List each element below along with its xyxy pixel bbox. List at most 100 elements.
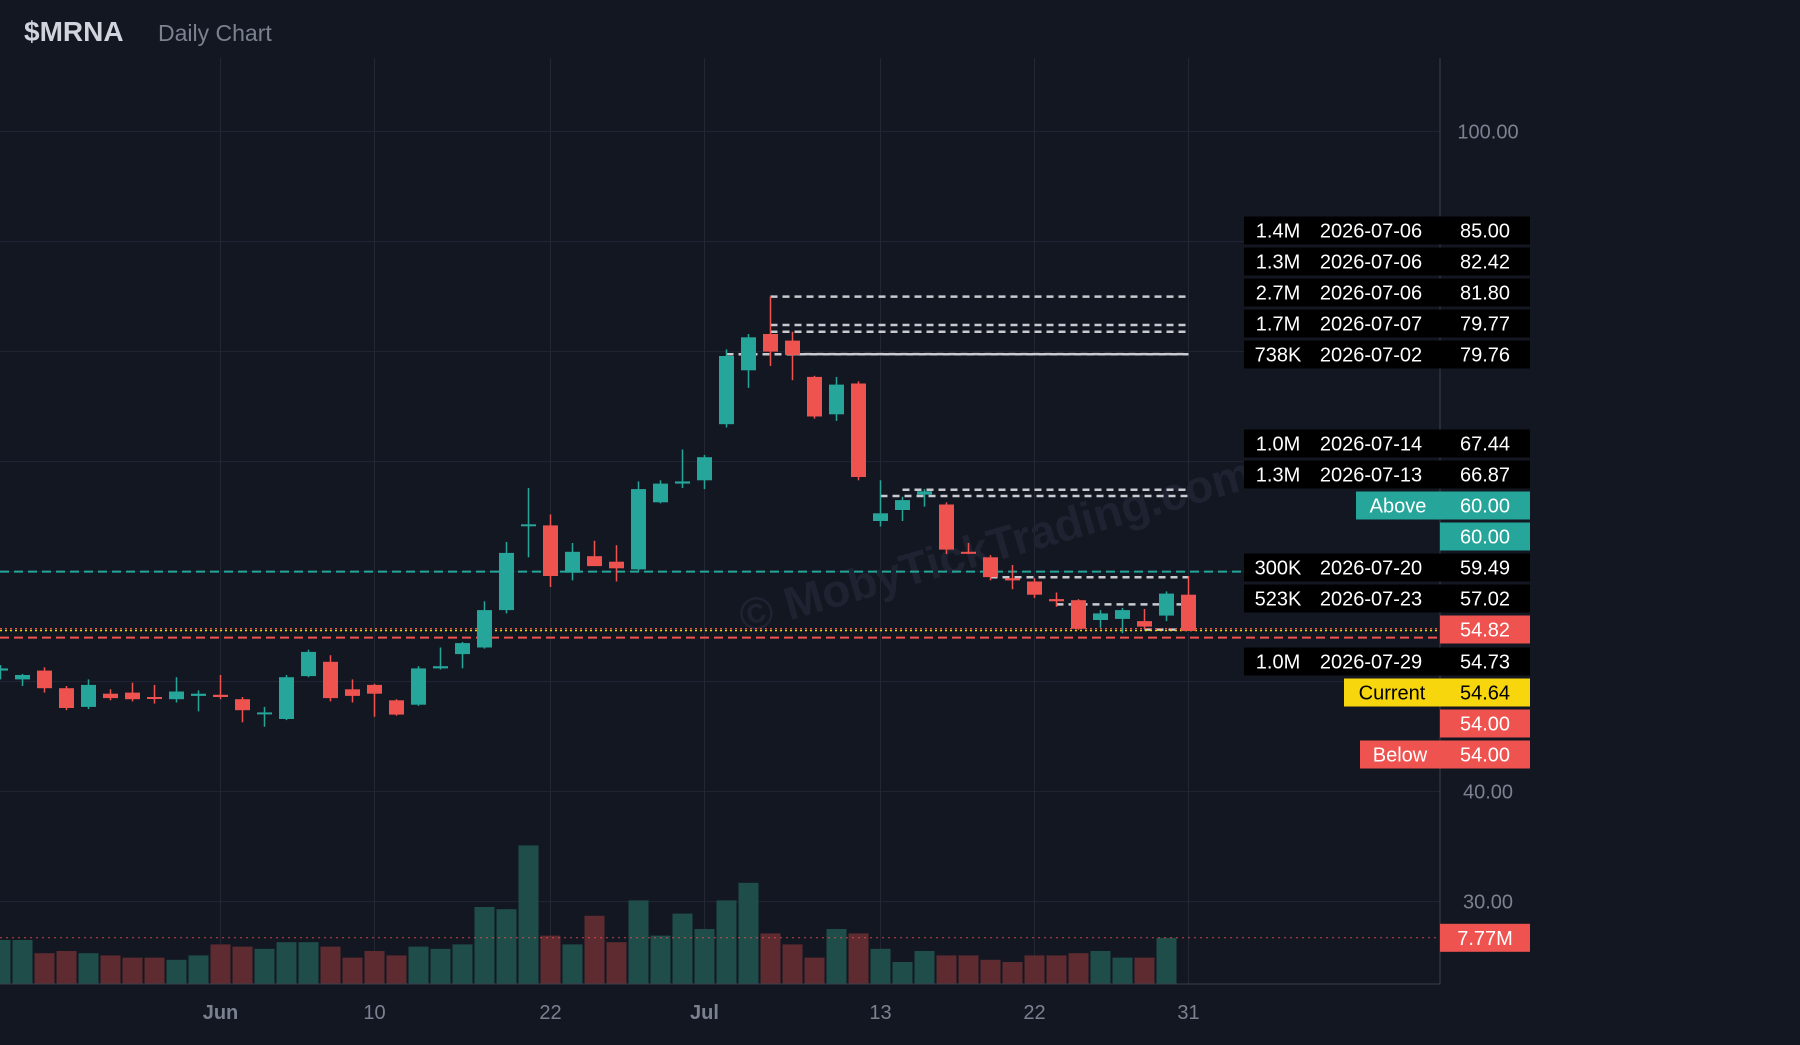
candle-body (851, 383, 866, 477)
level-price-bg (1440, 216, 1530, 245)
current-price-bg (1440, 678, 1530, 707)
candle-body (653, 483, 668, 503)
axis-labels: Jun 10 22 Jul 13 22 31 100.00 40.00 30.00 (203, 122, 1519, 1024)
volume-bar (826, 929, 847, 984)
candle-body (1137, 621, 1152, 627)
candle-body (675, 481, 690, 484)
volume-bar (958, 955, 979, 984)
volume-bar (342, 957, 363, 984)
candle-body (147, 697, 162, 699)
candle-body (499, 552, 514, 611)
x-tick-label: 10 (363, 1002, 385, 1024)
below-price-2-bg (1440, 709, 1530, 738)
volume-bar (496, 909, 517, 984)
level-date: 2026-07-02 (1320, 345, 1422, 367)
level-date: 2026-07-13 (1320, 465, 1422, 487)
y-tick-label: 40.00 (1463, 782, 1513, 804)
volume-bar (430, 948, 451, 984)
current-price: 54.64 (1460, 683, 1510, 705)
y-tick-label: 30.00 (1463, 892, 1513, 914)
x-tick-label: 22 (539, 1002, 561, 1024)
volume-bar (386, 955, 407, 984)
level-volume: 1.3M (1256, 465, 1300, 487)
volume-bar (804, 957, 825, 984)
candle-body (1093, 613, 1108, 620)
volume-bar (606, 942, 627, 984)
candle-body (0, 668, 8, 671)
price-labels: 1.4M 2026-07-06 85.00 1.3M 2026-07-06 82.42 2.… (1244, 216, 1530, 952)
volume-bar (1002, 962, 1023, 984)
volume-bar (254, 948, 275, 984)
candle-body (15, 675, 30, 680)
candle-body (1027, 581, 1042, 595)
level-price-bg (1440, 647, 1530, 676)
candle-body (1115, 610, 1130, 619)
level-price-bg (1440, 309, 1530, 338)
level-volume: 738K (1255, 345, 1302, 367)
current-label-bg (1344, 678, 1440, 707)
volume-marker-badge-bg (1440, 923, 1530, 952)
candle-body (521, 524, 536, 527)
level-price: 79.77 (1460, 314, 1510, 336)
candle-body (785, 340, 800, 355)
below-price-2: 54.00 (1460, 714, 1510, 736)
level-volume: 300K (1255, 558, 1302, 580)
candle-body (37, 670, 52, 689)
volume-bar (1024, 955, 1045, 984)
candle-body (939, 504, 954, 550)
volume-bar (1046, 955, 1067, 984)
volume-bar (716, 900, 737, 984)
level-price-bg (1440, 278, 1530, 307)
candle-body (125, 692, 140, 700)
level-price: 79.76 (1460, 345, 1510, 367)
below-label-bg (1360, 740, 1440, 769)
candle-body (169, 691, 184, 700)
candle-body (807, 376, 822, 417)
volume-bar (914, 951, 935, 984)
level-date: 2026-07-20 (1320, 558, 1422, 580)
volume-bar (518, 845, 539, 984)
volume-bar (1090, 951, 1111, 984)
candle-body (543, 525, 558, 576)
candle-body (389, 700, 404, 715)
close-price-badge-bg (1440, 615, 1530, 644)
volume-bar (122, 957, 143, 984)
level-volume: 1.7M (1256, 314, 1300, 336)
candle-body (961, 551, 976, 554)
level-price: 81.80 (1460, 283, 1510, 305)
volume-bar (540, 935, 561, 984)
candle-body (191, 693, 206, 696)
candle-body (587, 556, 602, 567)
candle-body (323, 661, 338, 699)
x-tick-label: 13 (869, 1002, 891, 1024)
above-label-bg (1356, 491, 1440, 520)
volume-bar (892, 962, 913, 984)
candle-body (631, 489, 646, 570)
level-label-bg (1244, 309, 1440, 338)
above-price-2: 60.00 (1460, 527, 1510, 549)
level-price: 54.73 (1460, 652, 1510, 674)
above-label: Above (1370, 496, 1427, 518)
level-label-bg (1244, 647, 1440, 676)
candle-body (235, 699, 250, 711)
level-date: 2026-07-06 (1320, 283, 1422, 305)
level-label-bg (1244, 584, 1440, 613)
level-volume: 1.3M (1256, 252, 1300, 274)
volume-bar (276, 942, 297, 984)
volume-bars (0, 845, 1440, 984)
volume-bar (474, 907, 495, 984)
volume-bar (408, 946, 429, 984)
volume-bar (210, 944, 231, 984)
volume-bar (1112, 957, 1133, 984)
level-date: 2026-07-06 (1320, 252, 1422, 274)
candle-body (213, 694, 228, 697)
below-price: 54.00 (1460, 745, 1510, 767)
level-date: 2026-07-23 (1320, 589, 1422, 611)
x-tick-label: 22 (1023, 1002, 1045, 1024)
level-date: 2026-07-07 (1320, 314, 1422, 336)
volume-bar (0, 940, 11, 984)
candle-body (895, 500, 910, 510)
below-price-bg (1440, 740, 1530, 769)
